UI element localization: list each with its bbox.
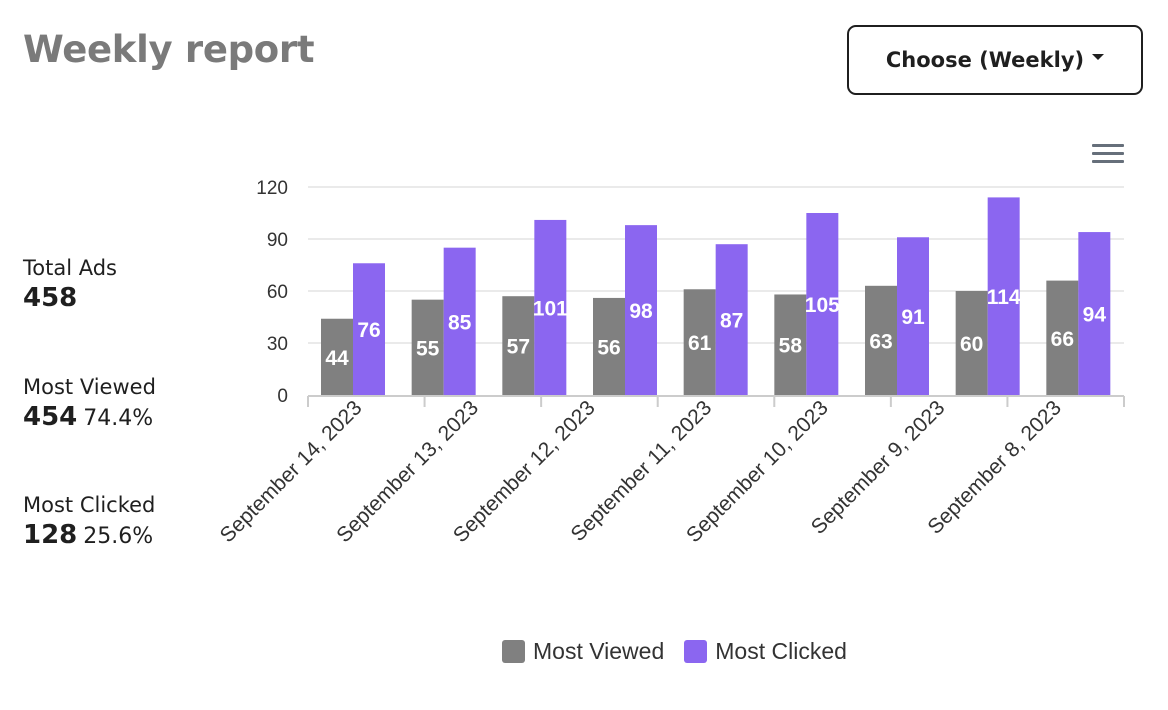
data-label-most-clicked-7: 114 (987, 286, 1021, 309)
bar-most-clicked-6 (897, 237, 929, 395)
bar-most-clicked-7 (987, 197, 1020, 395)
data-label-most-viewed-7: 60 (960, 333, 983, 356)
total-ads-stat: Total Ads 458 (23, 255, 213, 319)
bar-most-viewed-7 (955, 291, 988, 395)
bar-most-clicked-2 (534, 219, 567, 395)
data-label-most-viewed-0: 44 (325, 347, 349, 370)
legend-swatch-most-clicked (684, 640, 708, 663)
bar-most-viewed-2 (502, 296, 535, 395)
most-clicked-value: 128 (23, 520, 78, 550)
hamburger-menu-icon[interactable] (1090, 142, 1124, 166)
data-label-most-clicked-3: 98 (629, 300, 653, 323)
data-label-most-viewed-4: 61 (688, 332, 712, 355)
data-label-most-clicked-8: 94 (1083, 304, 1107, 327)
x-tick-label-september-8-2023: September 8, 2023 (923, 396, 1066, 539)
most-clicked-label: Most Clicked (23, 493, 156, 517)
y-tick-label-30: 30 (267, 334, 288, 355)
most-viewed-stat: Most Viewed 454 74.4% (23, 374, 213, 438)
bar-most-clicked-1 (443, 247, 476, 395)
legend-swatch-most-viewed (502, 640, 525, 663)
legend-label-most-viewed: Most Viewed (533, 638, 665, 664)
chart-legend: Most Viewed Most Clicked (502, 638, 847, 665)
bar-most-viewed-4 (683, 289, 716, 395)
y-tick-label-0: 0 (277, 386, 288, 407)
y-tick-label-90: 90 (267, 230, 288, 251)
data-label-most-clicked-1: 85 (448, 311, 472, 334)
data-label-most-viewed-1: 55 (416, 337, 440, 360)
bar-most-clicked-3 (625, 225, 657, 395)
bar-most-clicked-0 (353, 263, 385, 395)
y-tick-label-120: 120 (256, 178, 288, 199)
total-ads-value: 458 (23, 283, 78, 313)
bar-most-clicked-4 (715, 244, 748, 395)
total-ads-label: Total Ads (23, 256, 117, 280)
most-viewed-percent: 74.4% (83, 406, 154, 431)
bar-most-viewed-5 (774, 294, 807, 395)
data-label-most-clicked-4: 87 (720, 310, 743, 333)
legend-item-most-viewed[interactable]: Most Viewed (502, 638, 664, 665)
data-label-most-viewed-2: 57 (507, 336, 530, 359)
most-viewed-value: 454 (23, 402, 78, 432)
data-label-most-clicked-0: 76 (357, 319, 380, 342)
bar-most-viewed-6 (865, 285, 897, 395)
most-clicked-stat: Most Clicked 128 25.6% (23, 492, 213, 556)
legend-label-most-clicked: Most Clicked (715, 638, 847, 664)
most-clicked-percent: 25.6% (83, 524, 154, 549)
data-label-most-viewed-3: 56 (597, 336, 620, 359)
legend-item-most-clicked[interactable]: Most Clicked (684, 638, 847, 665)
bar-most-clicked-8 (1078, 232, 1111, 395)
data-label-most-clicked-2: 101 (533, 297, 568, 320)
bar-most-viewed-0 (321, 318, 353, 395)
caret-down-icon (1092, 54, 1105, 60)
data-label-most-clicked-6: 91 (901, 306, 925, 329)
period-dropdown-button[interactable]: Choose (Weekly) (847, 25, 1143, 95)
most-viewed-label: Most Viewed (23, 375, 156, 399)
data-label-most-viewed-6: 63 (869, 330, 892, 353)
period-dropdown-label: Choose (Weekly) (885, 48, 1085, 72)
data-label-most-viewed-5: 58 (779, 335, 803, 358)
data-label-most-clicked-5: 105 (805, 294, 840, 317)
data-label-most-viewed-8: 66 (1051, 328, 1074, 351)
bar-most-clicked-5 (806, 213, 839, 395)
page-title: Weekly report (23, 28, 315, 71)
bar-most-viewed-3 (593, 297, 625, 395)
y-tick-label-60: 60 (267, 282, 288, 303)
bar-most-viewed-8 (1046, 280, 1079, 395)
bar-most-viewed-1 (411, 299, 444, 395)
